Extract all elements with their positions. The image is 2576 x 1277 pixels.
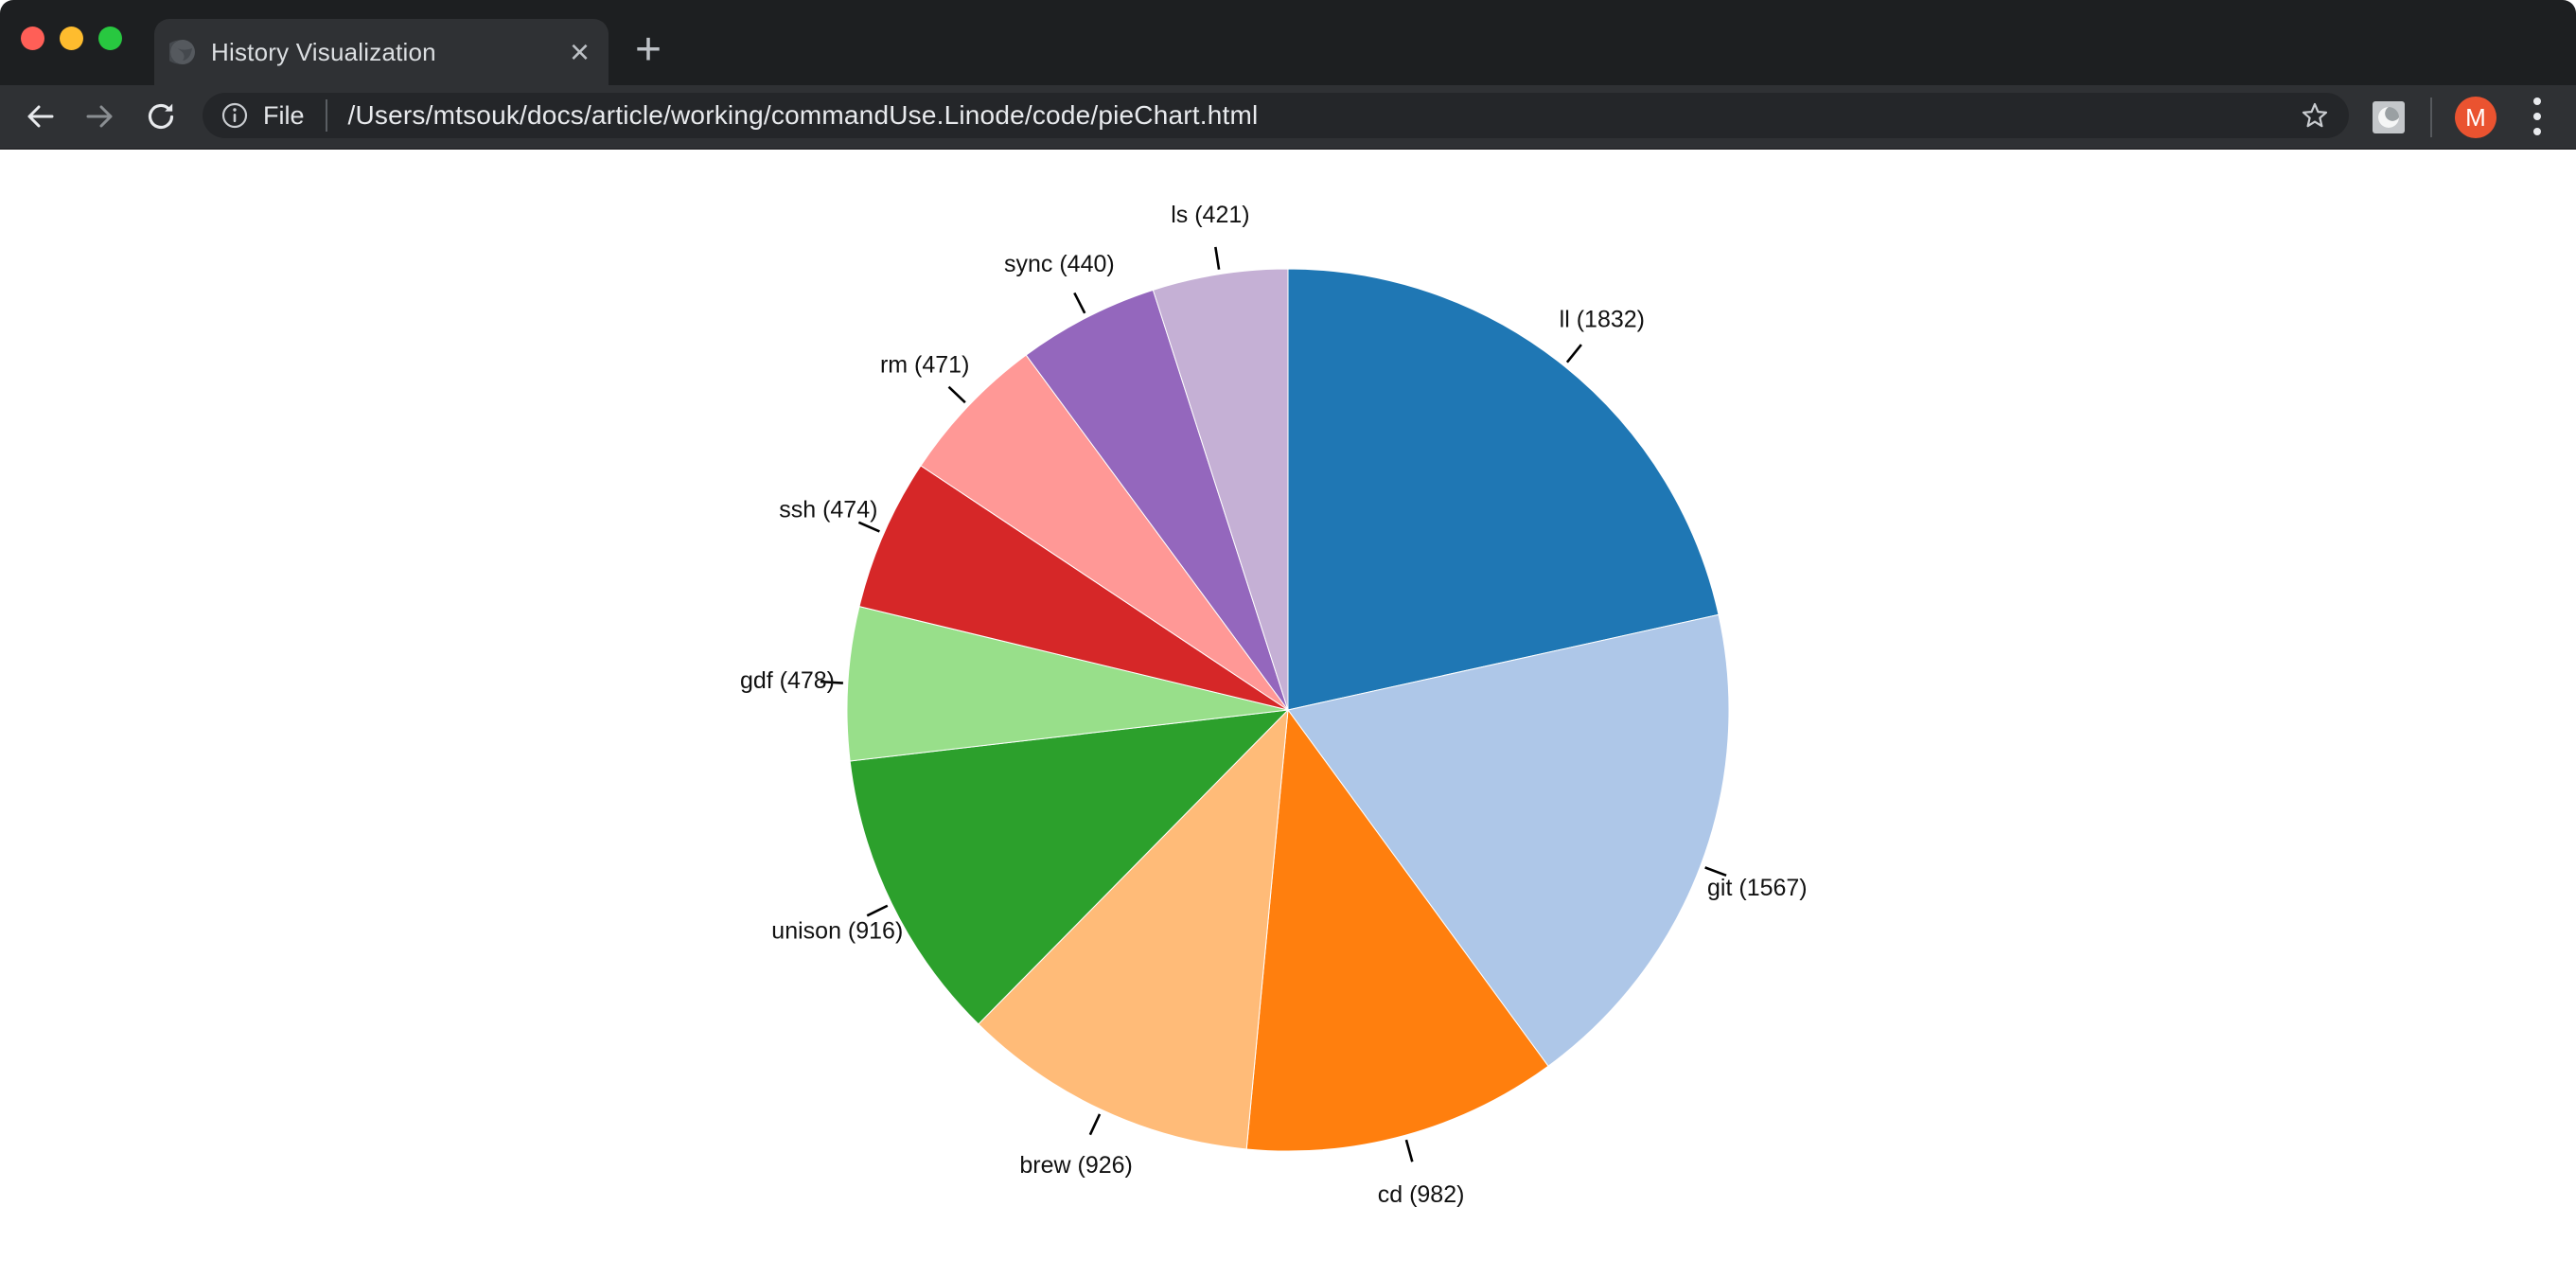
pie-slice-sync	[1025, 289, 1289, 711]
slice-label-sync: sync (440)	[1004, 251, 1115, 277]
tab-title: History Visualization	[211, 37, 436, 66]
kebab-menu-icon	[2533, 98, 2541, 135]
extension-icon	[2373, 101, 2405, 133]
forward-arrow-icon	[86, 105, 113, 128]
slice-label-git: git (1567)	[1707, 875, 1808, 901]
pie-slice-ll	[1287, 268, 1720, 711]
pie-slice-brew	[978, 708, 1289, 1150]
label-tick-cd	[1404, 1139, 1414, 1162]
label-tick-gdf	[820, 680, 843, 684]
reload-button[interactable]	[140, 88, 182, 145]
label-tick-ssh	[857, 521, 880, 533]
label-tick-ll	[1565, 344, 1582, 364]
close-tab-icon[interactable]: ×	[569, 32, 590, 71]
minimize-window-button[interactable]	[60, 27, 83, 50]
pie-slice-rm	[920, 354, 1289, 711]
slice-label-ls: ls (421)	[1171, 202, 1249, 228]
browser-toolbar: File /Users/mtsouk/docs/article/working/…	[0, 85, 2576, 150]
slice-label-ll: ll (1832)	[1560, 306, 1645, 332]
pie-slice-unison	[849, 709, 1290, 1025]
label-tick-git	[1704, 866, 1727, 878]
pie-slice-gdf	[846, 606, 1289, 762]
extension-button[interactable]	[2372, 100, 2406, 139]
window-controls	[21, 27, 122, 50]
profile-avatar[interactable]: M	[2455, 97, 2497, 138]
page-info-icon[interactable]	[221, 102, 248, 129]
toolbar-divider	[2430, 98, 2432, 137]
label-tick-unison	[866, 904, 889, 917]
web-page-content: ll (1832) git (1567) cd (982) brew (926) uni…	[0, 150, 2576, 1276]
slice-label-brew: brew (926)	[1019, 1152, 1133, 1179]
slice-label-gdf: gdf (478)	[740, 667, 835, 694]
slice-label-rm: rm (471)	[880, 351, 969, 378]
url-scheme-chip: File	[263, 100, 305, 130]
pie-slice-ls	[1152, 268, 1289, 711]
slice-label-cd: cd (982)	[1378, 1181, 1465, 1208]
browser-menu-button[interactable]	[2523, 88, 2551, 145]
pie-slice-ssh	[858, 465, 1289, 711]
back-arrow-icon	[27, 105, 54, 128]
pie-slice-cd	[1245, 708, 1549, 1152]
label-tick-ls	[1214, 246, 1221, 270]
label-tick-rm	[947, 385, 966, 404]
active-tab[interactable]: History Visualization ×	[154, 19, 609, 85]
label-tick-sync	[1073, 292, 1086, 314]
slice-label-ssh: ssh (474)	[779, 497, 877, 523]
zoom-window-button[interactable]	[98, 27, 122, 50]
new-tab-button[interactable]: +	[634, 25, 662, 75]
reload-icon	[148, 103, 174, 130]
slice-label-unison: unison (916)	[771, 917, 903, 944]
close-window-button[interactable]	[21, 27, 44, 50]
avatar-initial: M	[2465, 102, 2486, 132]
label-tick-brew	[1088, 1113, 1102, 1136]
pie-chart-svg: ll (1832) git (1567) cd (982) brew (926) uni…	[740, 202, 1808, 1208]
pie-slice-git	[1287, 613, 1730, 1067]
globe-favicon-icon	[169, 40, 195, 64]
bookmark-star-icon[interactable]	[2300, 100, 2330, 131]
url-text[interactable]: /Users/mtsouk/docs/article/working/comma…	[347, 100, 1259, 130]
forward-button[interactable]	[79, 88, 121, 145]
omnibox-divider	[325, 99, 327, 132]
address-bar[interactable]: File /Users/mtsouk/docs/article/working/…	[203, 93, 2349, 138]
back-button[interactable]	[19, 88, 61, 145]
tab-strip: History Visualization × +	[0, 0, 2576, 85]
